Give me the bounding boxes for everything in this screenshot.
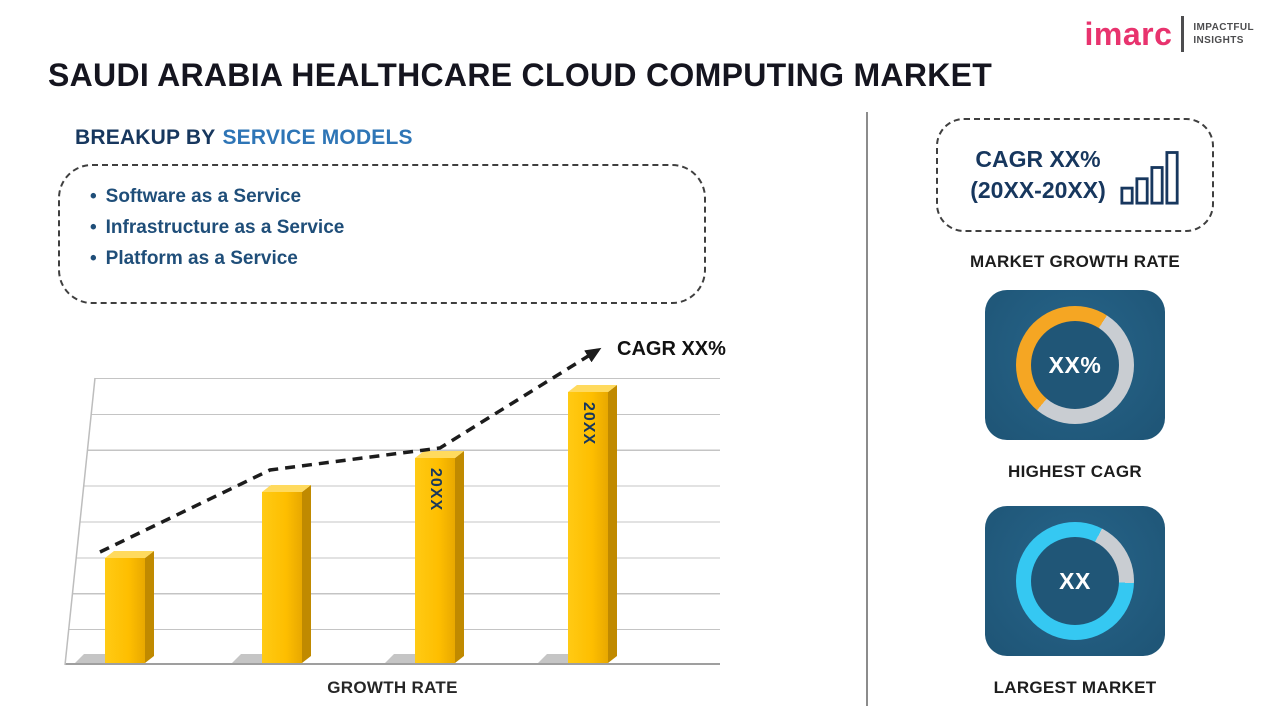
logo-tagline-line1: IMPACTFUL	[1193, 22, 1254, 33]
highest-cagr-tile: XX%	[985, 290, 1165, 440]
bar-group-4: 20XX	[538, 378, 608, 663]
trend-cagr-label: CAGR XX%	[617, 338, 726, 360]
imarc-logo-wordmark: imarc	[1084, 16, 1173, 52]
x-axis-label: GROWTH RATE	[327, 678, 458, 697]
bar-1	[105, 557, 145, 663]
bar-3: 20XX	[415, 457, 455, 663]
imarc-logo: imarc IMPACTFUL INSIGHTS	[1084, 16, 1254, 52]
trend-dashed-line	[99, 347, 602, 554]
highest-cagr-donut: XX%	[1016, 306, 1134, 424]
logo-tagline-line2: INSIGHTS	[1193, 35, 1244, 46]
largest-market-donut: XX	[1016, 522, 1134, 640]
market-growth-rate-caption: MARKET GROWTH RATE	[969, 252, 1180, 271]
growth-bar-chart: 20XX 20XX CAGR XX% GROWTH RATE	[64, 338, 726, 697]
page-title: SAUDI ARABIA HEALTHCARE CLOUD COMPUTING …	[48, 57, 993, 93]
bar-4: 20XX	[568, 392, 608, 663]
bar-label-3: 20XX	[427, 467, 444, 511]
section-divider	[866, 112, 868, 706]
market-growth-rate-box: CAGR XX% (20XX-20XX)	[936, 118, 1214, 232]
cagr-value-line: CAGR XX%	[975, 145, 1101, 172]
cagr-period-line: (20XX-20XX)	[970, 177, 1106, 203]
breakup-heading-highlight: SERVICE MODELS	[222, 126, 413, 149]
grid-left-edge	[64, 377, 96, 666]
bar-2	[262, 492, 302, 663]
bar-label-4: 20XX	[580, 402, 597, 446]
largest-market-tile: XX	[985, 506, 1165, 656]
right-panel: CAGR XX% (20XX-20XX) MARKET GROWTH RATE …	[900, 118, 1250, 698]
service-models-list: Software as a Service Infrastructure as …	[90, 181, 674, 274]
breakup-heading-prefix: BREAKUP BY	[75, 126, 216, 149]
trend-arrow	[64, 347, 602, 666]
logo-tagline: IMPACTFUL INSIGHTS	[1193, 21, 1254, 47]
bar-group-2	[232, 378, 302, 663]
bar-group-3: 20XX	[385, 378, 455, 663]
bar-chart-icon	[1120, 151, 1179, 205]
service-item-iaas: Infrastructure as a Service	[90, 212, 674, 243]
breakup-heading: BREAKUP BY SERVICE MODELS	[75, 126, 413, 150]
logo-divider	[1181, 16, 1185, 52]
service-item-saas: Software as a Service	[90, 181, 674, 212]
highest-cagr-value: XX%	[1048, 351, 1102, 378]
service-models-box: Software as a Service Infrastructure as …	[58, 164, 706, 304]
service-item-paas: Platform as a Service	[90, 243, 674, 274]
cagr-period-text: CAGR XX% (20XX-20XX)	[970, 144, 1106, 206]
largest-market-caption: LARGEST MARKET	[993, 678, 1157, 697]
largest-market-donut-hole: XX	[1031, 537, 1119, 625]
largest-market-value: XX	[1059, 567, 1091, 594]
highest-cagr-caption: HIGHEST CAGR	[1008, 462, 1142, 481]
highest-cagr-donut-hole: XX%	[1031, 321, 1119, 409]
bar-group-1	[75, 378, 145, 663]
